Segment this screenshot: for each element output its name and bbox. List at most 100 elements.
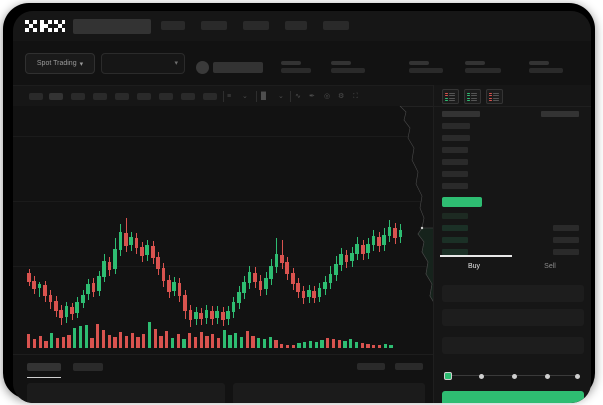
orderbook-bid-price-0[interactable]: [442, 213, 468, 219]
indicator-icon[interactable]: ≡: [227, 93, 232, 100]
okx-logo[interactable]: [25, 20, 65, 33]
chevron-down-icon[interactable]: ⌄: [242, 93, 248, 100]
nav-item-2[interactable]: [243, 21, 269, 30]
volume-bar: [291, 345, 295, 348]
volume-bar: [136, 337, 140, 348]
total-field[interactable]: [442, 337, 584, 354]
orderbook-bid-price-1[interactable]: [442, 225, 468, 231]
volume-bar: [326, 338, 330, 348]
fullscreen-icon[interactable]: ⛶: [353, 93, 358, 100]
timeframe-button-5[interactable]: [137, 93, 151, 100]
volume-bar: [170, 338, 175, 348]
price-field[interactable]: [442, 285, 584, 302]
volume-bar: [147, 322, 152, 348]
timeframe-button-8[interactable]: [203, 93, 217, 100]
slider-node-4[interactable]: [575, 373, 580, 379]
volume-bar: [188, 333, 192, 348]
candle-body: [75, 302, 80, 313]
volume-bar: [274, 340, 278, 348]
orderbook-ask-price-5[interactable]: [442, 183, 468, 189]
volume-bar: [50, 333, 54, 348]
nav-item-4[interactable]: [323, 21, 349, 30]
order-history-panel[interactable]: [233, 383, 425, 403]
volume-bar: [228, 335, 232, 348]
tab-buy[interactable]: Buy: [467, 263, 481, 270]
bottom-control-0[interactable]: [357, 363, 385, 370]
submit-order-button[interactable]: [442, 391, 584, 403]
candle-body: [210, 311, 214, 319]
settings-icon[interactable]: ⚙: [338, 93, 345, 100]
bottom-tab-0[interactable]: [27, 363, 61, 371]
volume-bar: [78, 326, 83, 348]
orderbook-mode-both[interactable]: [442, 89, 459, 104]
orderbook-mode-asks[interactable]: [486, 89, 503, 104]
candle-body: [113, 249, 117, 269]
bottom-control-1[interactable]: [395, 363, 423, 370]
timeframe-button-3[interactable]: [93, 93, 107, 100]
candle-body: [382, 235, 387, 245]
order-form-tabs: Buy Sell: [434, 255, 591, 279]
amount-field[interactable]: [442, 309, 584, 326]
volume-bar: [153, 329, 157, 348]
orderbook-ask-price-0[interactable]: [442, 123, 470, 129]
timeframe-button-4[interactable]: [115, 93, 129, 100]
candle-body: [344, 255, 349, 262]
orderbook-ask-price-1[interactable]: [442, 135, 470, 141]
amount-percentage-slider[interactable]: [444, 371, 582, 381]
candle-body: [312, 291, 317, 298]
volume-bar: [159, 336, 163, 348]
candle-body: [371, 236, 376, 245]
timeframe-button-1[interactable]: [49, 93, 63, 100]
chart-type-icon[interactable]: █: [261, 93, 266, 100]
bottom-tab-active-indicator: [27, 377, 61, 378]
nav-item-1[interactable]: [201, 21, 227, 30]
open-orders-panel[interactable]: [27, 383, 225, 403]
slider-node-1[interactable]: [479, 373, 484, 379]
candle-body: [123, 233, 128, 246]
line-tool-icon[interactable]: ∿: [295, 93, 301, 100]
orderbook-ask-price-2[interactable]: [442, 147, 468, 153]
candle-body: [393, 228, 397, 238]
timeframe-button-7[interactable]: [181, 93, 195, 100]
orderbook-bid-amount-2[interactable]: [553, 237, 579, 243]
volume-bar: [337, 340, 341, 348]
orderbook-bid-price-3[interactable]: [442, 249, 468, 255]
nav-item-0[interactable]: [161, 21, 185, 30]
candle-body: [53, 301, 58, 311]
camera-icon[interactable]: ◎: [324, 93, 331, 100]
tab-sell[interactable]: Sell: [544, 263, 556, 270]
candle-body: [387, 227, 392, 236]
candle-body: [360, 245, 365, 254]
volume-bar: [349, 339, 353, 348]
candle-body: [161, 268, 166, 281]
timeframe-button-6[interactable]: [159, 93, 173, 100]
timeframe-button-2[interactable]: [71, 93, 85, 100]
trading-mode-selector[interactable]: Spot Trading ▾: [25, 53, 95, 74]
slider-node-0[interactable]: [444, 372, 452, 380]
orderbook-header-price[interactable]: [442, 111, 480, 117]
candle-body: [226, 311, 230, 319]
orderbook-ask-price-4[interactable]: [442, 171, 468, 177]
orderbook-bid-amount-1[interactable]: [553, 225, 579, 231]
slider-node-2[interactable]: [512, 373, 517, 379]
volume-bar: [389, 345, 393, 348]
volume-bar: [165, 331, 169, 348]
volume-bar: [27, 334, 31, 348]
candle-body: [317, 288, 322, 297]
volume-bar: [130, 333, 134, 348]
chevron-down-icon-2[interactable]: ⌄: [278, 93, 284, 100]
global-search-input[interactable]: [73, 19, 151, 34]
price-chart[interactable]: [13, 106, 433, 354]
orderbook-bid-price-2[interactable]: [442, 237, 468, 243]
timeframe-button-0[interactable]: [29, 93, 43, 100]
volume-bar: [308, 341, 313, 348]
orderbook-mode-bids[interactable]: [464, 89, 481, 104]
bottom-tab-1[interactable]: [73, 363, 103, 371]
slider-node-3[interactable]: [545, 373, 550, 379]
orderbook-header-amount[interactable]: [541, 111, 579, 117]
orderbook-bid-amount-3[interactable]: [553, 249, 579, 255]
pencil-icon[interactable]: ✒: [309, 93, 315, 100]
pair-selector[interactable]: ▾: [101, 53, 185, 74]
orderbook-ask-price-3[interactable]: [442, 159, 468, 165]
nav-item-3[interactable]: [285, 21, 307, 30]
